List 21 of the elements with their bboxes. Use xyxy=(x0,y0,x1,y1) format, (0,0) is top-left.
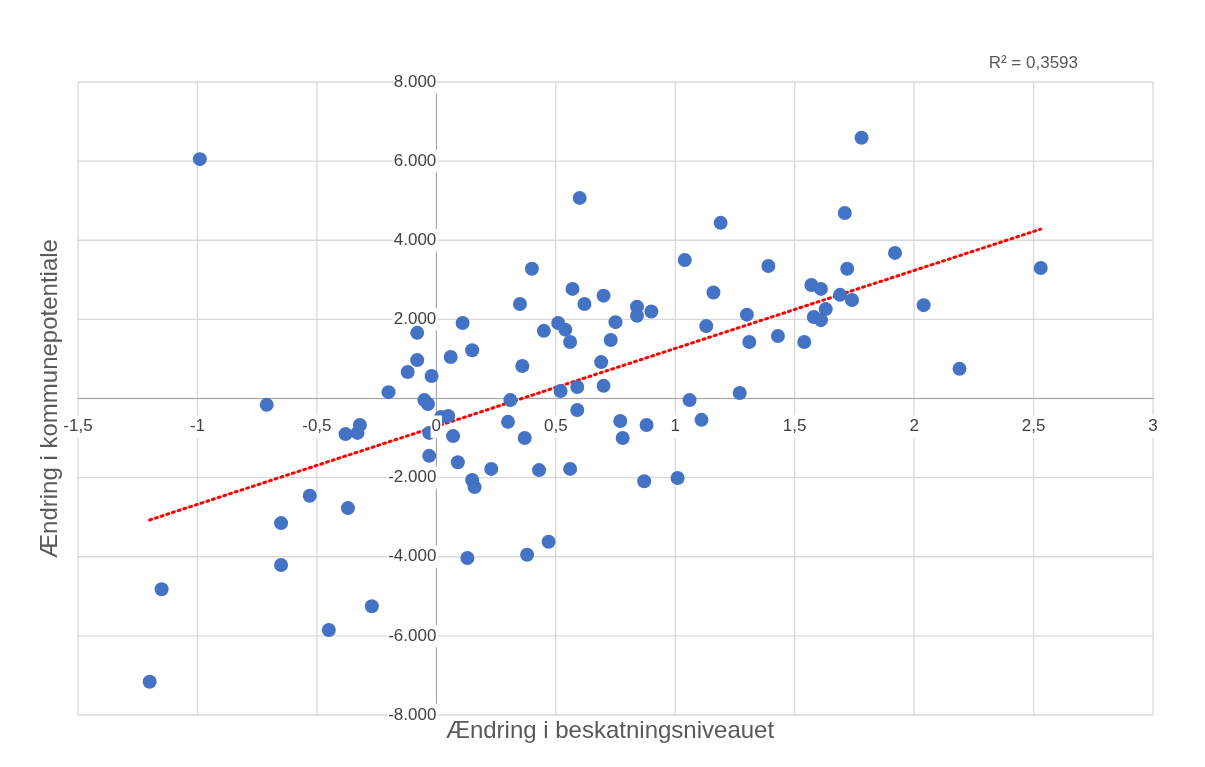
x-tick-label: -1,5 xyxy=(63,416,93,436)
x-tick-label: 1,5 xyxy=(782,416,807,436)
x-tick-label: 3 xyxy=(1148,416,1158,436)
y-tick-label: -2.000 xyxy=(388,467,437,487)
y-tick-label: -6.000 xyxy=(388,625,437,645)
y-tick-label: -4.000 xyxy=(388,546,437,566)
y-tick-label: -8.000 xyxy=(388,704,437,724)
y-axis-title: Ændring i kommunepotentiale xyxy=(34,239,62,558)
x-tick-label: -0,5 xyxy=(302,416,332,436)
x-tick-label: 2,5 xyxy=(1021,416,1046,436)
x-tick-label: -1 xyxy=(189,416,206,436)
x-axis-title: Ændring i beskatningsniveauet xyxy=(445,715,775,743)
y-tick-label: 6.000 xyxy=(393,150,437,170)
x-tick-label: 0 xyxy=(431,416,442,436)
x-tick-label: 2 xyxy=(909,416,919,436)
y-tick-label: 4.000 xyxy=(393,229,437,249)
y-tick-label: 8.000 xyxy=(393,71,437,91)
x-tick-label: 0,5 xyxy=(543,416,568,436)
x-tick-label: 1 xyxy=(670,416,680,436)
y-tick-label: 2.000 xyxy=(393,309,437,329)
text: R² = 0,3593 xyxy=(988,52,1078,72)
